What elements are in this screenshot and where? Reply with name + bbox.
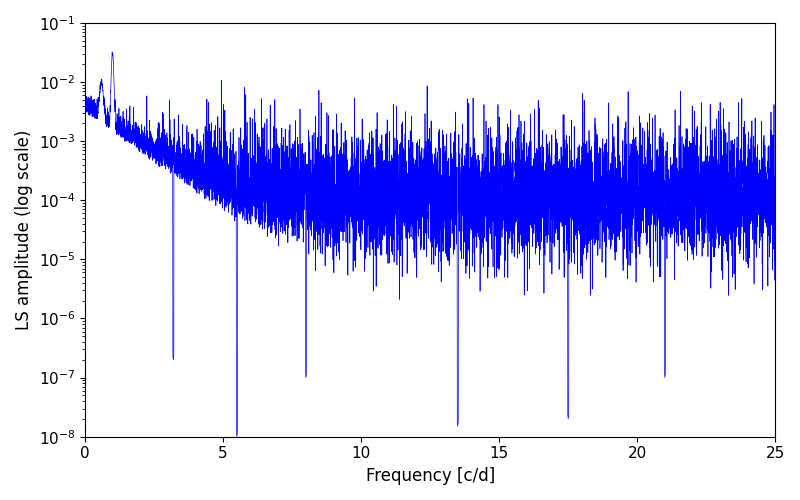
X-axis label: Frequency [c/d]: Frequency [c/d]: [366, 467, 494, 485]
Y-axis label: LS amplitude (log scale): LS amplitude (log scale): [15, 130, 33, 330]
